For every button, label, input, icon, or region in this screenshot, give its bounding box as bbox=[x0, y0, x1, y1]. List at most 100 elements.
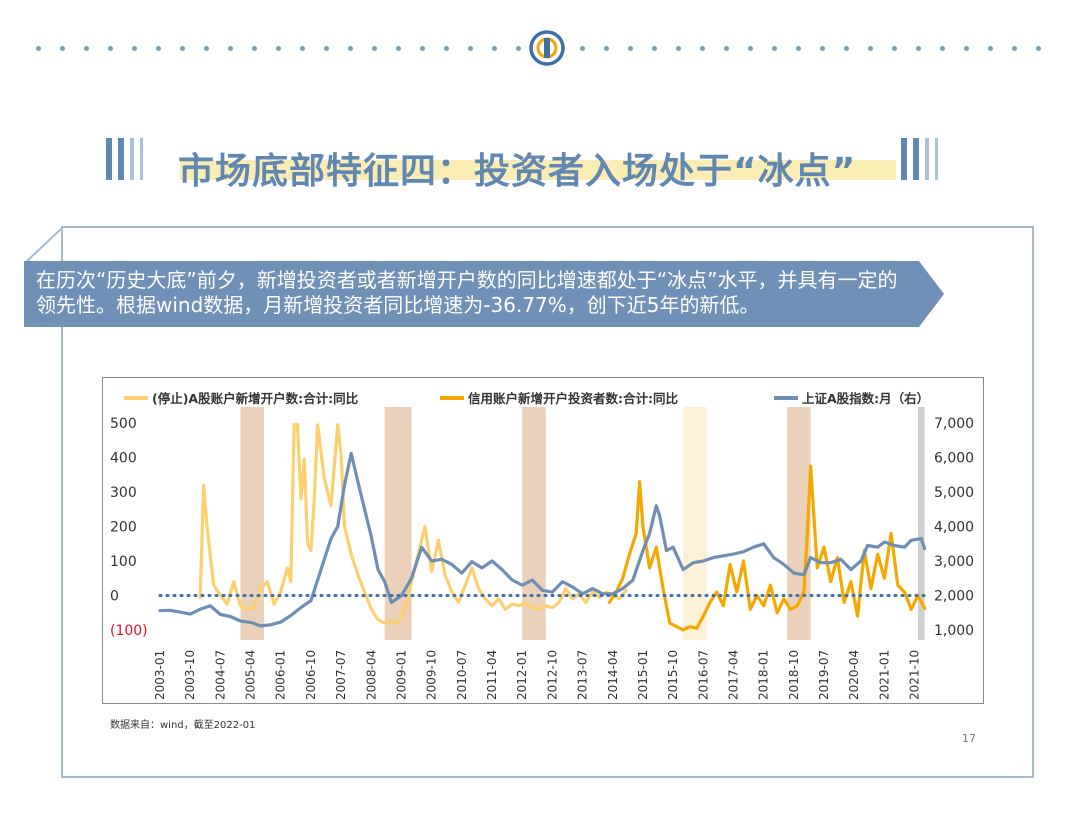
header-dot bbox=[628, 45, 633, 51]
y-tick-label-left: 100 bbox=[110, 554, 137, 570]
header-dot bbox=[324, 45, 329, 51]
title-bars-left bbox=[106, 138, 143, 180]
x-tick-label: 2019-07 bbox=[817, 650, 831, 700]
header-dot bbox=[396, 45, 401, 51]
y-tick-label-left: 200 bbox=[110, 520, 137, 536]
legend-label: (停止)A股账户新增开户数:合计:同比 bbox=[152, 391, 359, 406]
x-tick-label: 2003-01 bbox=[153, 650, 167, 700]
title-bars-right bbox=[901, 138, 938, 180]
x-tick-label: 2013-07 bbox=[576, 650, 590, 700]
header-dot bbox=[724, 45, 729, 51]
header-dot bbox=[84, 45, 89, 51]
header-dot bbox=[132, 45, 137, 51]
header-dot bbox=[700, 45, 705, 51]
legend-label: 信用账户新增开户投资者数:合计:同比 bbox=[468, 391, 678, 406]
x-tick-label: 2021-10 bbox=[908, 650, 922, 700]
x-tick-label: 2015-01 bbox=[636, 650, 650, 700]
y-tick-label-right: 1,000 bbox=[934, 623, 974, 639]
series-line bbox=[158, 451, 927, 628]
legend-label: 上证A股指数:月（右） bbox=[802, 391, 929, 406]
shaded-period bbox=[384, 407, 412, 640]
shaded-period bbox=[240, 407, 264, 640]
header-dot bbox=[36, 45, 41, 51]
header-dot bbox=[204, 45, 209, 51]
header-dot bbox=[276, 45, 281, 51]
y-tick-label-left: 300 bbox=[110, 485, 137, 501]
x-tick-label: 2009-10 bbox=[425, 650, 439, 700]
x-tick-label: 2005-04 bbox=[244, 650, 258, 700]
x-tick-label: 2010-07 bbox=[455, 650, 469, 700]
header-dot bbox=[60, 45, 65, 51]
y-tick-label-right: 3,000 bbox=[934, 554, 974, 570]
x-tick-label: 2009-01 bbox=[394, 650, 408, 700]
header-dot bbox=[180, 45, 185, 51]
header-dot bbox=[1012, 45, 1017, 51]
y-tick-label-right: 5,000 bbox=[934, 485, 974, 501]
header-dot bbox=[108, 45, 113, 51]
header-dot bbox=[1036, 45, 1041, 51]
header-dot bbox=[652, 45, 657, 51]
series-line bbox=[607, 464, 927, 632]
header-dot bbox=[156, 45, 161, 51]
x-tick-label: 2018-01 bbox=[757, 650, 771, 700]
summary-banner bbox=[24, 261, 944, 327]
x-tick-label: 2020-04 bbox=[847, 650, 861, 700]
x-tick-label: 2012-01 bbox=[515, 650, 529, 700]
y-tick-label-right: 7,000 bbox=[934, 416, 974, 432]
y-tick-label-right: 4,000 bbox=[934, 520, 974, 536]
shaded-period bbox=[683, 407, 707, 640]
company-logo bbox=[529, 30, 565, 66]
y-tick-label-left: (100) bbox=[110, 623, 148, 639]
header-dot bbox=[940, 45, 945, 51]
shaded-period bbox=[522, 407, 546, 640]
header-dot bbox=[252, 45, 257, 51]
header-dot bbox=[748, 45, 753, 51]
x-tick-label: 2012-10 bbox=[545, 650, 559, 700]
header-dot bbox=[964, 45, 969, 51]
page-number: 17 bbox=[962, 732, 976, 745]
y-tick-label-left: 400 bbox=[110, 451, 137, 467]
x-tick-label: 2017-04 bbox=[726, 650, 740, 700]
y-tick-label-left: 0 bbox=[110, 589, 119, 605]
source-note: 数据来自：wind，截至2022-01 bbox=[110, 720, 256, 731]
header-dot bbox=[516, 45, 521, 51]
header-dot bbox=[868, 45, 873, 51]
page-title-block: 市场底部特征四：投资者入场处于“冰点” bbox=[106, 138, 956, 192]
header-dots-right bbox=[580, 44, 1041, 52]
header-dot bbox=[228, 45, 233, 51]
x-tick-label: 2011-04 bbox=[485, 650, 499, 700]
y-tick-label-left: 500 bbox=[110, 416, 137, 432]
series-line bbox=[198, 423, 628, 625]
x-tick-label: 2004-07 bbox=[213, 650, 227, 700]
x-tick-label: 2003-10 bbox=[183, 650, 197, 700]
x-tick-label: 2021-01 bbox=[877, 650, 891, 700]
page-title: 市场底部特征四：投资者入场处于“冰点” bbox=[178, 151, 857, 192]
header-dot bbox=[300, 45, 305, 51]
header-dot bbox=[580, 45, 585, 51]
shaded-period bbox=[917, 407, 925, 640]
header-dots-left bbox=[36, 44, 521, 52]
title-highlight bbox=[180, 160, 896, 180]
header-dot bbox=[844, 45, 849, 51]
frame-corner-decoration bbox=[25, 227, 63, 263]
header-dot bbox=[468, 45, 473, 51]
y-tick-label-right: 2,000 bbox=[934, 589, 974, 605]
x-tick-label: 2006-10 bbox=[304, 650, 318, 700]
x-tick-label: 2018-10 bbox=[787, 650, 801, 700]
header-dot bbox=[796, 45, 801, 51]
summary-text: 在历次“历史大底”前夕，新增投资者或者新增开户数的同比增速都处于“冰点”水平，并… bbox=[36, 268, 898, 317]
x-tick-label: 2008-04 bbox=[364, 650, 378, 700]
header-dot bbox=[892, 45, 897, 51]
x-tick-label: 2016-07 bbox=[696, 650, 710, 700]
header-dot bbox=[348, 45, 353, 51]
content-frame bbox=[61, 226, 1034, 778]
chart: 500 400 300 200 100 0 (100) 7,000 6,000 5,000 4,00… bbox=[110, 391, 974, 700]
header-dot bbox=[988, 45, 993, 51]
header-dot bbox=[916, 45, 921, 51]
header-dot bbox=[420, 45, 425, 51]
header-dot bbox=[372, 45, 377, 51]
header-dot bbox=[820, 45, 825, 51]
x-tick-label: 2014-04 bbox=[606, 650, 620, 700]
y-tick-label-right: 6,000 bbox=[934, 451, 974, 467]
x-tick-label: 2015-10 bbox=[666, 650, 680, 700]
